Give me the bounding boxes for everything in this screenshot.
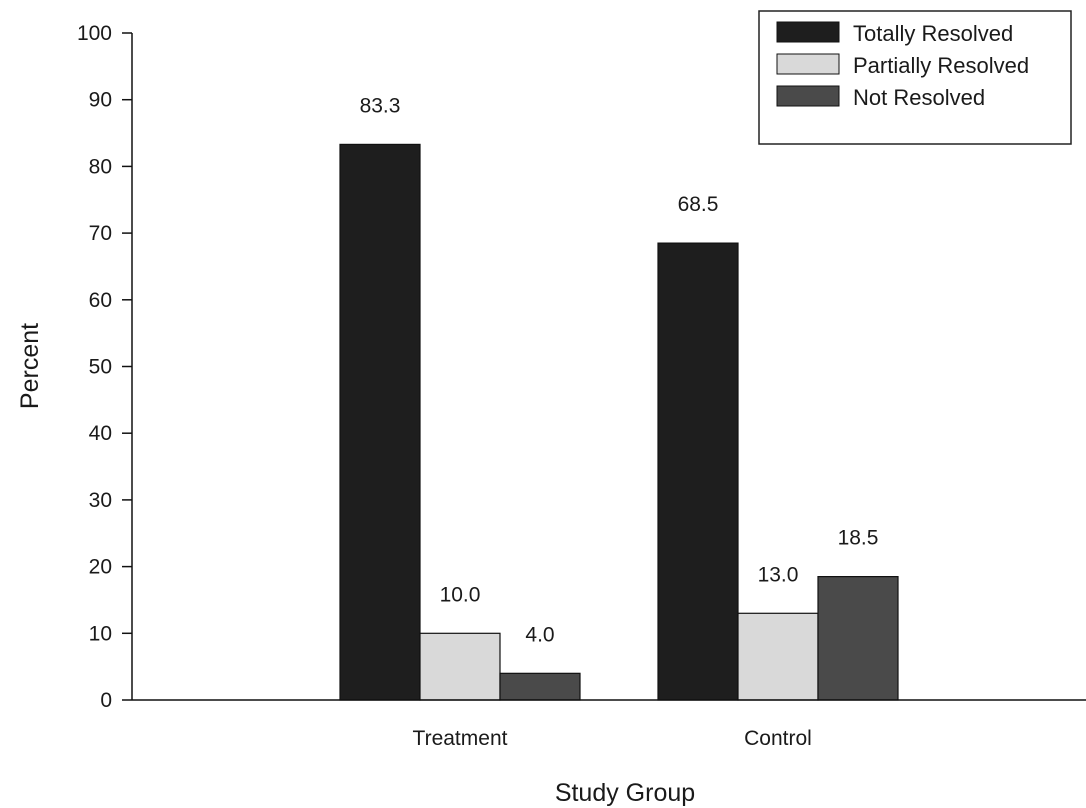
data-labels: 83.3 10.0 4.0 68.5 13.0 18.5: [360, 94, 879, 646]
legend-swatch: [776, 53, 840, 75]
x-axis-title: Study Group: [555, 779, 695, 807]
y-tick-label: 50: [89, 356, 112, 379]
data-label: 83.3: [360, 94, 401, 117]
bar: [657, 242, 739, 701]
data-label: 4.0: [525, 623, 554, 646]
legend-label: Totally Resolved: [853, 21, 1013, 46]
bar: [737, 612, 819, 701]
y-tick-label: 20: [89, 556, 112, 579]
y-tick-label: 30: [89, 489, 112, 512]
bars: [339, 143, 899, 701]
x-category-labels: Treatment Control: [413, 727, 812, 750]
legend-label: Not Resolved: [853, 85, 985, 110]
y-tick-label: 60: [89, 289, 112, 312]
data-label: 68.5: [678, 193, 719, 216]
data-label: 10.0: [440, 583, 481, 606]
y-tick-label: 80: [89, 155, 112, 178]
y-tick-label: 0: [100, 689, 112, 712]
y-ticks: 0 10 20 30 40 50 60 70 80 90 100: [77, 22, 132, 712]
legend: Totally Resolved Partially Resolved Not Re…: [758, 10, 1072, 145]
bar: [499, 672, 581, 701]
y-tick-label: 90: [89, 89, 112, 112]
data-label: 13.0: [758, 563, 799, 586]
y-axis-title: Percent: [16, 323, 44, 409]
legend-swatch: [776, 21, 840, 43]
bar: [339, 143, 421, 701]
y-tick-label: 70: [89, 222, 112, 245]
legend-label: Partially Resolved: [853, 53, 1029, 78]
y-tick-label: 10: [89, 622, 112, 645]
y-tick-label: 100: [77, 22, 112, 45]
bar: [817, 576, 899, 701]
legend-swatch: [776, 85, 840, 107]
x-category-label: Control: [744, 727, 812, 750]
x-category-label: Treatment: [413, 727, 508, 750]
bar: [419, 632, 501, 701]
data-label: 18.5: [838, 527, 879, 550]
legend-items: Totally Resolved Partially Resolved Not Re…: [776, 21, 1029, 110]
y-tick-label: 40: [89, 422, 112, 445]
